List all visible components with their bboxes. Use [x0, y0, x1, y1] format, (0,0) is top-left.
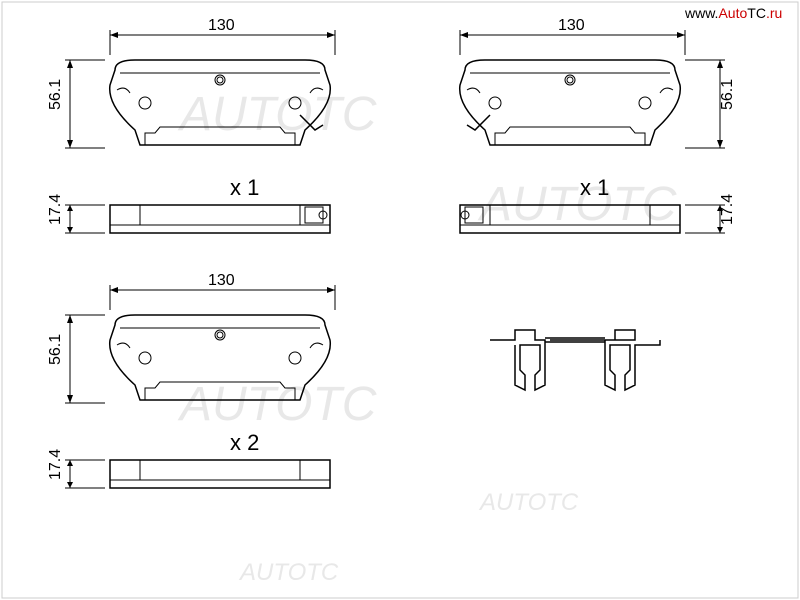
- svg-text:56.1: 56.1: [47, 79, 64, 110]
- dim-17-tr: 17.4: [685, 194, 736, 233]
- svg-text:130: 130: [208, 17, 235, 34]
- watermark-3: AUTOTC: [177, 378, 377, 431]
- dim-17-tl: 17.4: [47, 194, 105, 233]
- url-text: www.AutoTC.ru: [684, 5, 782, 21]
- watermark-4: AUTOTC: [478, 489, 579, 516]
- dim-130-bl: 130: [110, 272, 335, 310]
- dim-56-tl: 56.1: [47, 60, 105, 148]
- technical-drawing: AUTOTC AUTOTC AUTOTC AUTOTC AUTOTC www.A…: [0, 0, 800, 600]
- svg-text:130: 130: [208, 272, 235, 289]
- canvas-border: [2, 2, 798, 598]
- dim-17-bl: 17.4: [47, 449, 105, 488]
- qty-bl: x 2: [230, 430, 259, 455]
- dim-130-tr: 130: [460, 17, 685, 55]
- dim-56-bl: 56.1: [47, 315, 105, 403]
- svg-text:130: 130: [558, 17, 585, 34]
- pad-top-right-face: [460, 60, 681, 145]
- spring-clip: [490, 330, 660, 390]
- qty-tr: x 1: [580, 175, 609, 200]
- drawing-canvas: AUTOTC AUTOTC AUTOTC AUTOTC AUTOTC www.A…: [0, 0, 800, 600]
- pad-bottom-left-side: [110, 460, 330, 488]
- svg-text:17.4: 17.4: [47, 194, 64, 225]
- pad-top-left-side: [110, 205, 330, 233]
- svg-text:17.4: 17.4: [719, 194, 736, 225]
- dim-56-tr: 56.1: [685, 60, 736, 148]
- watermark-5: AUTOTC: [238, 559, 339, 586]
- watermark-1: AUTOTC: [177, 88, 377, 141]
- dim-130-tl: 130: [110, 17, 335, 55]
- svg-text:17.4: 17.4: [47, 449, 64, 480]
- svg-text:56.1: 56.1: [47, 334, 64, 365]
- qty-tl: x 1: [230, 175, 259, 200]
- svg-text:56.1: 56.1: [719, 79, 736, 110]
